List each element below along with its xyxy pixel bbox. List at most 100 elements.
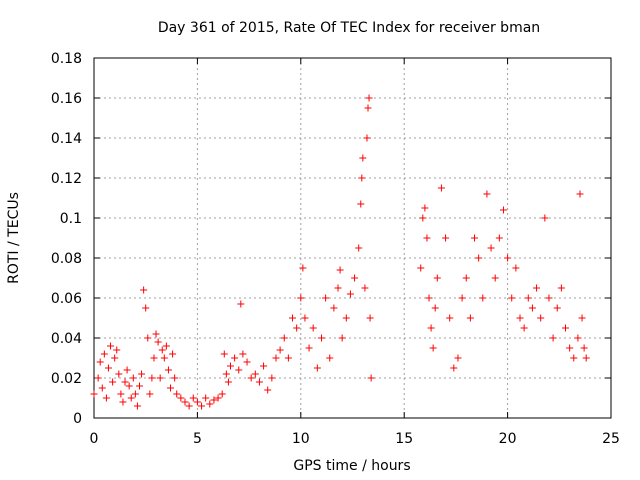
data-point <box>351 274 359 282</box>
data-point <box>293 324 301 332</box>
data-point <box>450 364 458 372</box>
data-point <box>419 214 427 222</box>
data-point <box>173 390 181 398</box>
data-point <box>549 334 557 342</box>
y-tick-label: 0.16 <box>51 91 82 107</box>
data-point <box>326 354 334 362</box>
data-point <box>260 362 268 370</box>
y-tick-label: 0.12 <box>51 171 82 187</box>
data-point <box>119 398 127 406</box>
x-axis-label: GPS time / hours <box>293 458 410 474</box>
data-point <box>417 264 425 272</box>
data-point <box>427 324 435 332</box>
data-point <box>193 398 201 406</box>
x-tick-label: 15 <box>395 431 413 447</box>
data-point <box>156 374 164 382</box>
data-point <box>181 398 189 406</box>
data-point <box>218 390 226 398</box>
data-point <box>520 324 528 332</box>
data-point <box>431 304 439 312</box>
data-point <box>222 370 230 378</box>
y-tick-label: 0.02 <box>51 371 82 387</box>
data-point <box>231 354 239 362</box>
data-point <box>367 374 375 382</box>
data-point <box>454 354 462 362</box>
data-point <box>162 342 170 350</box>
data-point <box>442 234 450 242</box>
data-point <box>150 354 158 362</box>
data-point <box>251 370 259 378</box>
data-point <box>125 382 133 390</box>
data-point <box>96 358 104 366</box>
grid <box>94 58 611 418</box>
data-point <box>247 374 255 382</box>
y-tick-label: 0.08 <box>51 251 82 267</box>
data-point <box>138 370 146 378</box>
data-point <box>185 402 193 410</box>
data-point <box>121 378 129 386</box>
data-point <box>576 190 584 198</box>
data-point <box>123 366 131 374</box>
data-point <box>309 324 317 332</box>
data-point <box>189 394 197 402</box>
data-point <box>289 314 297 322</box>
data-point <box>198 402 206 410</box>
data-point <box>305 344 313 352</box>
data-point <box>359 154 367 162</box>
data-point <box>423 234 431 242</box>
data-point <box>104 364 112 372</box>
data-point <box>280 334 288 342</box>
y-tick-label: 0.18 <box>51 51 82 67</box>
data-point <box>471 234 479 242</box>
data-point <box>574 334 582 342</box>
data-point <box>144 334 152 342</box>
y-tick-label: 0.1 <box>60 211 82 227</box>
chart-title: Day 361 of 2015, Rate Of TEC Index for r… <box>158 20 540 36</box>
data-point <box>268 374 276 382</box>
data-point <box>475 254 483 262</box>
data-point <box>154 338 162 346</box>
data-point <box>364 104 372 112</box>
data-point <box>512 264 520 272</box>
data-point <box>524 294 532 302</box>
data-point <box>533 284 541 292</box>
data-point <box>317 334 325 342</box>
data-point <box>202 394 210 402</box>
data-point <box>214 394 222 402</box>
data-point <box>167 384 175 392</box>
data-point <box>146 390 154 398</box>
tick-labels: 0 5 10 15 20 25 0 0.02 0.04 0.06 0.08 0.1 0.12 0.14 0.… <box>51 51 620 447</box>
data-point <box>235 366 243 374</box>
data-point <box>224 378 232 386</box>
data-point <box>171 374 179 382</box>
data-point <box>462 274 470 282</box>
data-point <box>580 344 588 352</box>
data-point <box>90 390 98 398</box>
data-point <box>322 294 330 302</box>
data-point <box>334 284 342 292</box>
data-point <box>237 300 245 308</box>
data-point <box>127 394 135 402</box>
data-point <box>276 346 284 354</box>
data-point <box>346 290 354 298</box>
data-point <box>177 394 185 402</box>
data-point <box>479 294 487 302</box>
data-point <box>140 286 148 294</box>
x-tick-label: 20 <box>499 431 517 447</box>
data-point <box>491 274 499 282</box>
data-point <box>243 358 251 366</box>
data-point <box>570 354 578 362</box>
data-point <box>557 284 565 292</box>
data-point <box>338 334 346 342</box>
x-tick-label: 0 <box>90 431 99 447</box>
data-point <box>113 346 121 354</box>
data-point <box>210 396 218 404</box>
data-point <box>429 344 437 352</box>
data-point <box>528 304 536 312</box>
data-point <box>131 390 139 398</box>
data-point <box>100 350 108 358</box>
data-point <box>117 390 125 398</box>
data-point <box>220 350 228 358</box>
data-point <box>458 294 466 302</box>
